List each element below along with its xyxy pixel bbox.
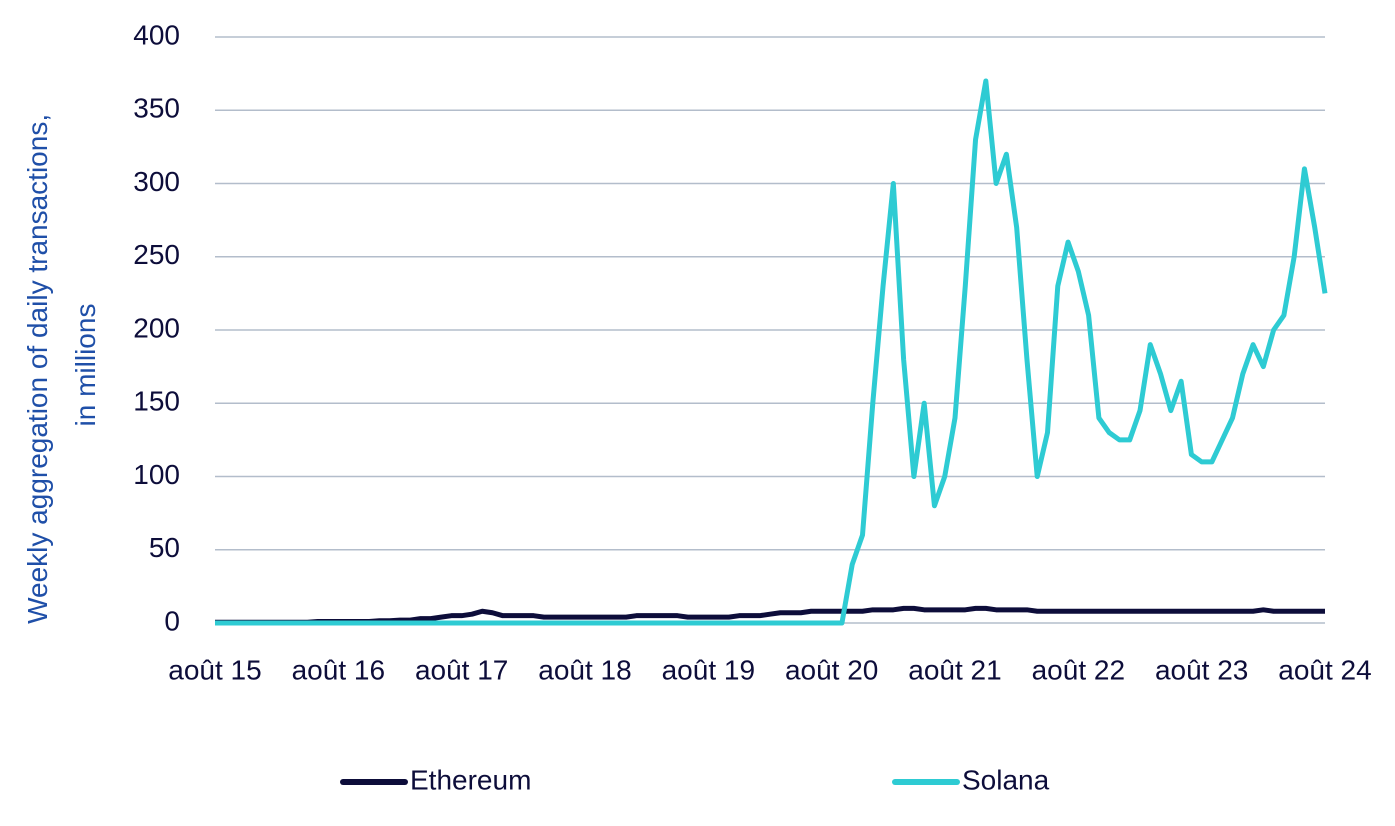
- y-tick-label: 350: [133, 93, 180, 124]
- legend-label: Solana: [962, 764, 1050, 795]
- legend-label: Ethereum: [410, 764, 531, 795]
- x-tick-label: août 21: [908, 654, 1001, 685]
- y-axis-title-line: in millions: [70, 304, 101, 427]
- x-tick-label: août 23: [1155, 654, 1248, 685]
- x-tick-label: août 24: [1278, 654, 1371, 685]
- x-tick-label: août 15: [168, 654, 261, 685]
- x-tick-label: août 20: [785, 654, 878, 685]
- y-tick-label: 100: [133, 459, 180, 490]
- x-tick-label: août 16: [292, 654, 385, 685]
- data-line: [215, 605, 1325, 625]
- y-tick-label: 0: [164, 605, 180, 636]
- y-tick-label: 50: [149, 532, 180, 563]
- y-axis-title-line: Weekly aggregation of daily transactions…: [22, 114, 53, 624]
- x-tick-label: août 19: [662, 654, 755, 685]
- x-tick-label: août 22: [1032, 654, 1125, 685]
- y-tick-label: 400: [133, 19, 180, 50]
- y-tick-label: 200: [133, 312, 180, 343]
- x-tick-label: août 17: [415, 654, 508, 685]
- x-tick-label: août 18: [538, 654, 631, 685]
- y-tick-label: 250: [133, 239, 180, 270]
- y-axis-title: Weekly aggregation of daily transactions…: [22, 106, 101, 624]
- data-line: [215, 78, 1328, 626]
- y-tick-label: 300: [133, 166, 180, 197]
- y-tick-label: 150: [133, 386, 180, 417]
